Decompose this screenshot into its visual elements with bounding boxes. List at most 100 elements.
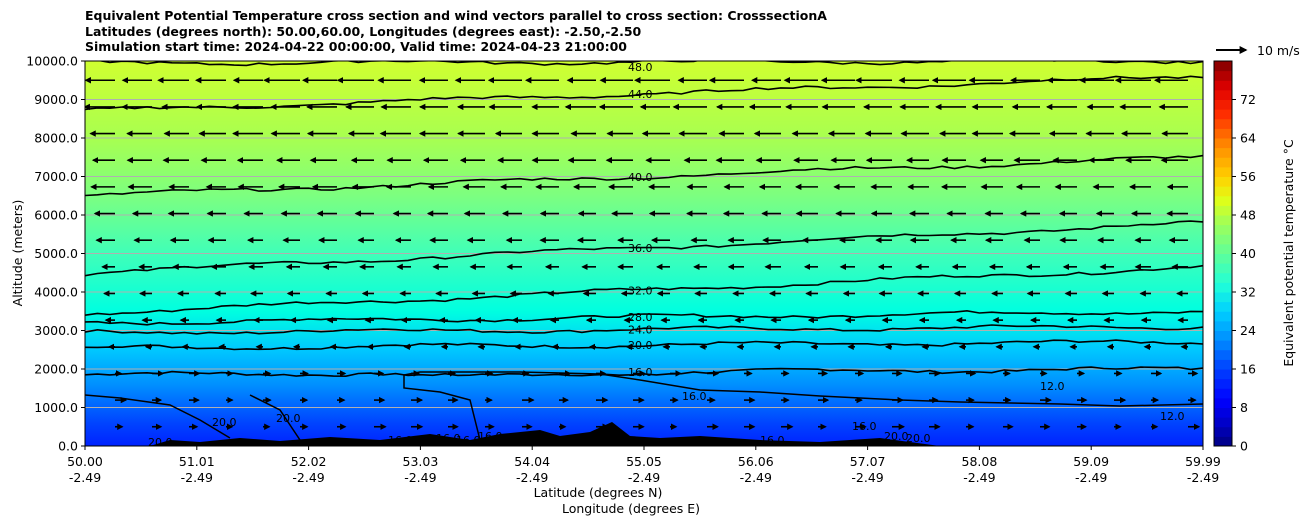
x-tick-label-lon: -2.49: [851, 470, 883, 485]
colorbar-band: [1214, 89, 1232, 100]
x-tick-label-lon: -2.49: [1187, 470, 1219, 485]
contour-line: [85, 264, 1203, 316]
x-tick-label: 59.09: [1073, 454, 1109, 469]
x-tick-label: 50.00: [67, 454, 103, 469]
y-tick-label: 9000.0: [34, 92, 78, 107]
title-line-1: Equivalent Potential Temperature cross s…: [85, 8, 827, 23]
contour-line-low: [403, 371, 1203, 407]
colorbar-band: [1214, 157, 1232, 168]
contour-line: [85, 309, 1203, 326]
x-tick-label-lon: -2.49: [404, 470, 436, 485]
colorbar-band: [1214, 378, 1232, 389]
colorbar-band: [1214, 147, 1232, 158]
x-tick-label: 56.06: [738, 454, 774, 469]
x-tick-label-lon: -2.49: [516, 470, 548, 485]
colorbar-tick-label: 56: [1240, 169, 1256, 184]
contour-line: [97, 61, 1203, 67]
grid-lines: [85, 99, 1203, 408]
contour-label: 36.0: [628, 242, 653, 255]
x-tick-label-lon: -2.49: [69, 470, 101, 485]
colorbar-band: [1214, 234, 1232, 245]
colorbar-band: [1214, 243, 1232, 254]
colorbar-band: [1214, 118, 1232, 129]
x-tick-label: 51.01: [179, 454, 215, 469]
colorbar-tick-label: 64: [1240, 131, 1256, 146]
colorbar-tick-label: 8: [1240, 400, 1248, 415]
contour-label: 32.0: [628, 285, 653, 298]
title-line-3: Simulation start time: 2024-04-22 00:00:…: [85, 39, 627, 54]
colorbar-band: [1214, 417, 1232, 428]
colorbar-band: [1214, 388, 1232, 399]
title-line-2: Latitudes (degrees north): 50.00,60.00, …: [85, 23, 642, 39]
y-tick-label: 2000.0: [34, 362, 78, 377]
colorbar-band: [1214, 436, 1232, 447]
contour-line: [85, 220, 1203, 277]
contour-label-low: 20.0: [906, 432, 931, 445]
contour-line: [85, 154, 1203, 197]
y-tick-label: 4000.0: [34, 285, 78, 300]
colorbar-band: [1214, 205, 1232, 216]
contour-label: 20.0: [628, 339, 653, 352]
colorbar-band: [1214, 224, 1232, 235]
x-axis-label: Latitude (degrees N): [534, 485, 663, 500]
colorbar-band: [1214, 166, 1232, 177]
colorbar-band: [1214, 320, 1232, 331]
colorbar-tick-label: 32: [1240, 285, 1256, 300]
x-tick-label-lon: -2.49: [292, 470, 324, 485]
contour-label-low: 12.0: [1160, 410, 1185, 423]
colorbar-band: [1214, 330, 1232, 341]
contour-label-low: 20.0: [276, 412, 301, 425]
contour-line: [85, 339, 1203, 351]
colorbar-tick-label: 16: [1240, 362, 1256, 377]
chart-title: Equivalent Potential Temperature cross s…: [85, 8, 827, 55]
colorbar-band: [1214, 128, 1232, 139]
contour-label: 16.0: [628, 366, 653, 379]
contour-line-low: [403, 375, 481, 441]
y-tick-label: 3000.0: [34, 323, 78, 338]
contour-line: [85, 324, 1203, 335]
colorbar-band: [1214, 349, 1232, 360]
x-tick-label-lon: -2.49: [181, 470, 213, 485]
colorbar-band: [1214, 176, 1232, 187]
colorbar-label: Equivalent potential temperature °C: [1281, 139, 1296, 367]
contour-line-low: [85, 394, 231, 439]
colorbar-band: [1214, 426, 1232, 437]
colorbar-band: [1214, 397, 1232, 408]
colorbar-tick-label: 72: [1240, 92, 1256, 107]
colorbar-band: [1214, 359, 1232, 370]
x-axis-label-2: Longitude (degrees E): [562, 501, 700, 516]
x-tick-label: 58.08: [962, 454, 998, 469]
y-axis-label: Altitude (meters): [10, 200, 25, 307]
y-tick-label: 6000.0: [34, 208, 78, 223]
x-tick-label: 53.03: [403, 454, 439, 469]
colorbar-band: [1214, 253, 1232, 264]
colorbar-band: [1214, 369, 1232, 380]
colorbar-band: [1214, 61, 1232, 72]
x-axis: 50.00-2.4951.01-2.4952.02-2.4953.03-2.49…: [67, 446, 1221, 485]
y-tick-label: 1000.0: [34, 400, 78, 415]
colorbar-band: [1214, 301, 1232, 312]
colorbar-band: [1214, 195, 1232, 206]
colorbar-band: [1214, 407, 1232, 418]
wind-vectors: [85, 77, 1201, 430]
quiver-key: 10 m/s: [1216, 43, 1300, 58]
colorbar-tick-label: 48: [1240, 208, 1256, 223]
y-tick-label: 8000.0: [34, 131, 78, 146]
colorbar-tick-label: 40: [1240, 246, 1256, 261]
contour-label-low: 20.0: [148, 436, 173, 449]
x-tick-label-lon: -2.49: [963, 470, 995, 485]
contour-label-low: 20.0: [212, 416, 237, 429]
y-tick-label: 10000.0: [26, 54, 78, 69]
x-tick-label: 52.02: [291, 454, 327, 469]
y-tick-label: 7000.0: [34, 169, 78, 184]
contour-label-low: 16.0: [682, 390, 707, 403]
x-tick-label: 55.05: [626, 454, 662, 469]
colorbar-band: [1214, 138, 1232, 149]
contour-label-low: 12.0: [1040, 380, 1065, 393]
colorbar-band: [1214, 263, 1232, 274]
colorbar-band: [1214, 80, 1232, 91]
x-tick-label-lon: -2.49: [1075, 470, 1107, 485]
x-tick-label: 59.99: [1185, 454, 1221, 469]
terrain: [85, 422, 1203, 446]
